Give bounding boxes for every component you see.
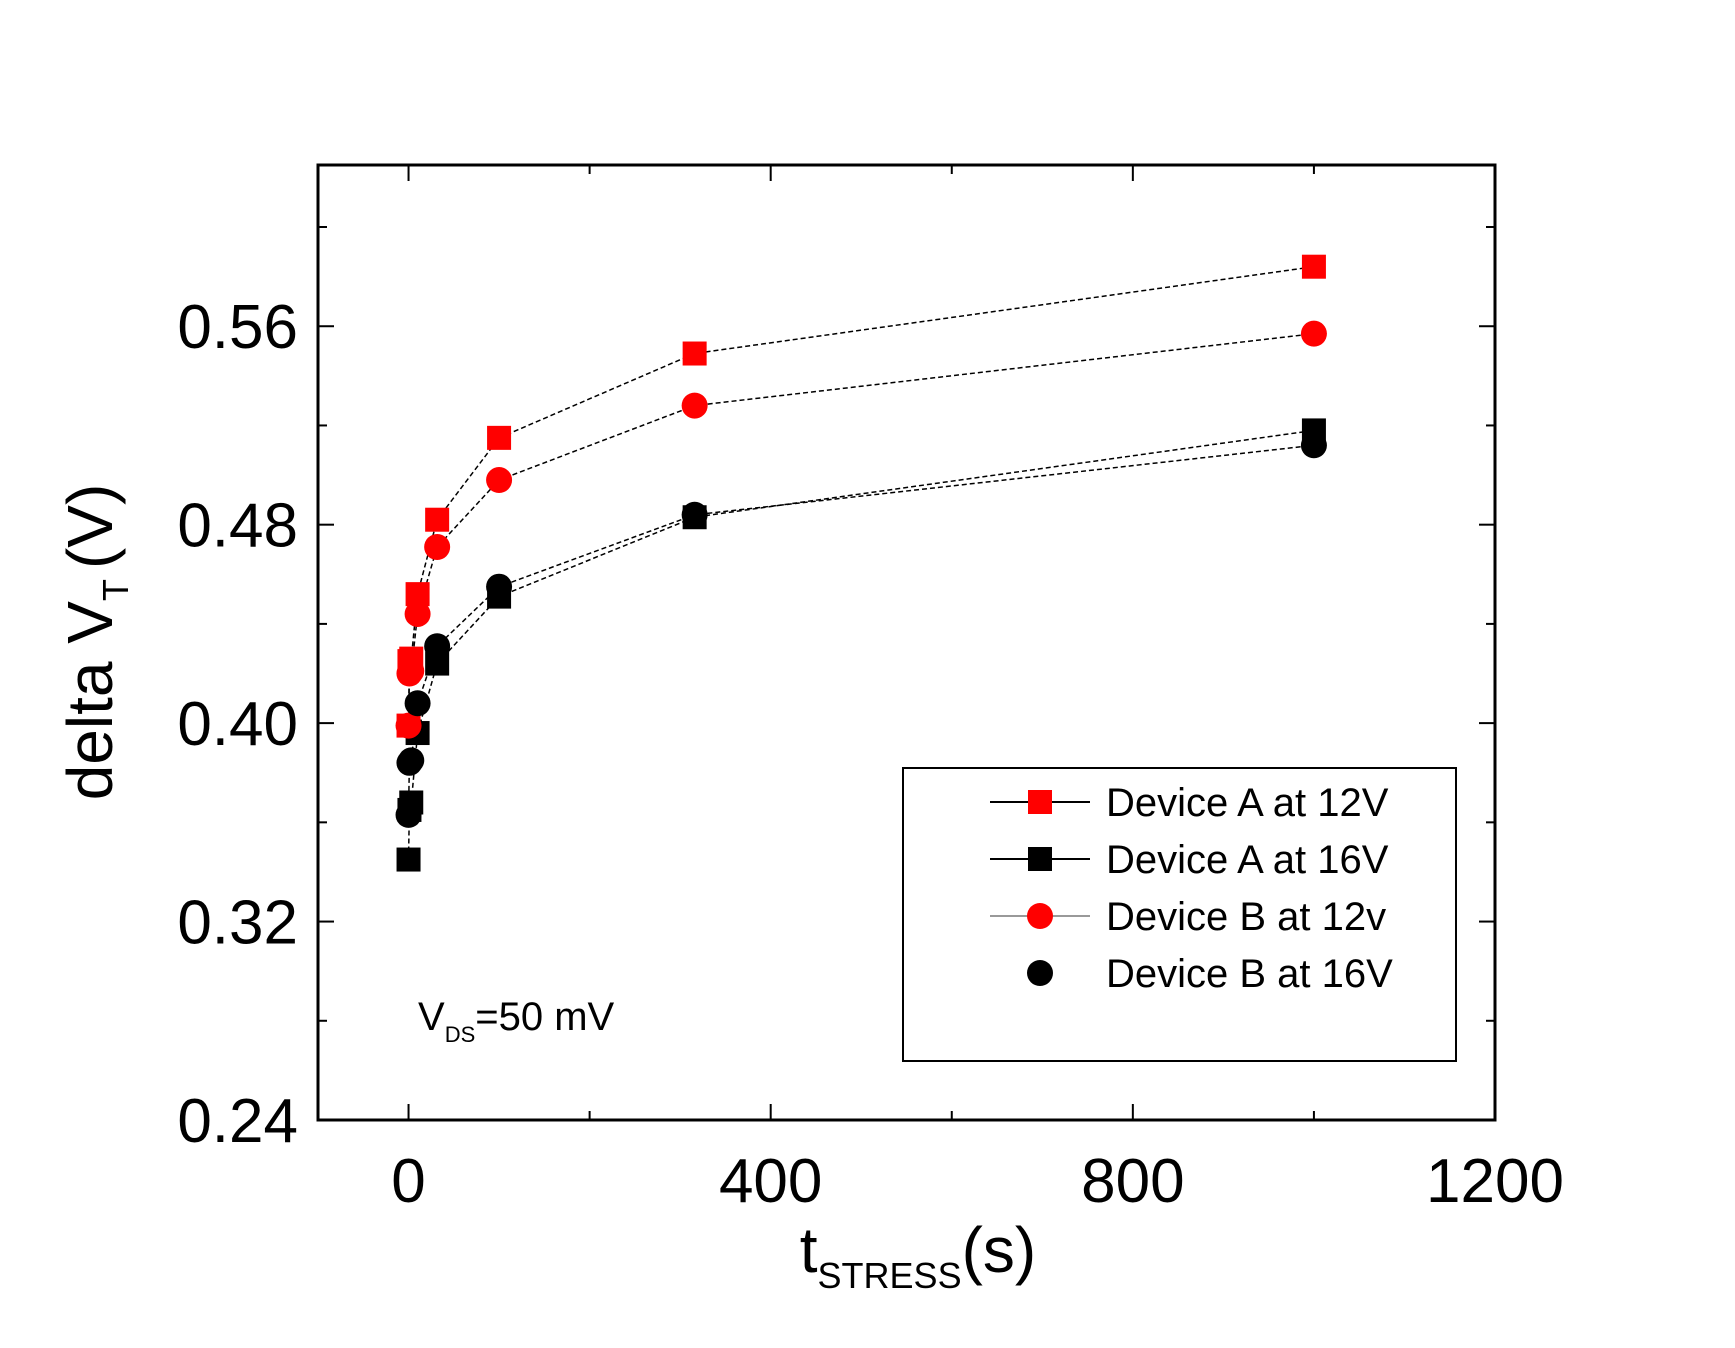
data-point-circle	[404, 690, 431, 717]
y-axis-title-main: delta V	[54, 601, 126, 801]
data-point-circle	[1300, 320, 1327, 347]
plot-frame	[316, 163, 1497, 1122]
x-tick-label: 400	[719, 1147, 822, 1216]
y-axis-title: delta VT (V)	[54, 484, 136, 801]
data-point-circle	[424, 534, 451, 560]
vds-annotation-rest: =50 mV	[475, 995, 614, 1039]
data-point-circle	[404, 600, 431, 627]
legend-marker	[1028, 790, 1052, 814]
x-axis-title-unit: (s)	[962, 1214, 1037, 1286]
y-axis-title-unit: (V)	[54, 484, 126, 569]
legend-marker	[1027, 960, 1053, 986]
x-axis-title-sub: STRESS	[818, 1255, 962, 1296]
y-tick-label: 0.56	[177, 293, 298, 362]
legend-label: Device B at 16V	[1106, 952, 1393, 996]
y-axis-title-sub: T	[95, 579, 136, 601]
x-tick-label: 800	[1081, 1147, 1184, 1216]
data-point-circle	[681, 501, 708, 528]
data-point-circle	[1300, 432, 1327, 459]
legend-box	[902, 767, 1457, 1062]
legend: Device A at 12V Device A at 16V Device B a…	[902, 767, 1457, 1062]
legend-label: Device A at 12V	[1106, 781, 1389, 825]
vds-annotation-main: V	[418, 995, 445, 1039]
data-point-circle	[395, 712, 422, 739]
y-tick-label: 0.32	[177, 889, 298, 958]
x-axis-title-main: t	[800, 1214, 818, 1286]
data-point-circle	[395, 801, 422, 828]
data-point-square	[682, 341, 707, 366]
vds-annotation-sub: DS	[445, 1022, 476, 1047]
data-point-circle	[486, 467, 513, 494]
y-tick-label: 0.40	[177, 690, 298, 759]
legend-marker	[1028, 847, 1052, 871]
data-point-square	[425, 507, 450, 532]
legend-marker	[1027, 903, 1053, 929]
legend-label: Device A at 16V	[1106, 838, 1389, 882]
x-tick-labels: 0 400 800 1200	[391, 1147, 1564, 1216]
x-axis-title: tSTRESS(s)	[800, 1214, 1036, 1296]
data-point-square	[396, 847, 421, 872]
y-tick-label: 0.24	[177, 1087, 298, 1156]
data-point-circle	[681, 392, 708, 419]
x-tick-label: 1200	[1426, 1147, 1564, 1216]
data-point-circle	[398, 658, 425, 685]
legend-label: Device B at 12v	[1106, 895, 1386, 939]
vds-annotation: VDS=50 mV	[418, 995, 615, 1047]
legend-items: Device A at 12V Device A at 16V Device B a…	[990, 781, 1393, 996]
data-point-circle	[398, 747, 425, 774]
data-point-circle	[486, 573, 513, 600]
data-point-square	[487, 425, 512, 450]
y-tick-labels: 0.24 0.32 0.40 0.48 0.56	[177, 293, 298, 1156]
series-markers	[395, 254, 1327, 872]
y-tick-label: 0.48	[177, 492, 298, 561]
x-tick-label: 0	[391, 1147, 425, 1216]
data-point-circle	[424, 633, 451, 660]
data-point-square	[1301, 254, 1326, 279]
